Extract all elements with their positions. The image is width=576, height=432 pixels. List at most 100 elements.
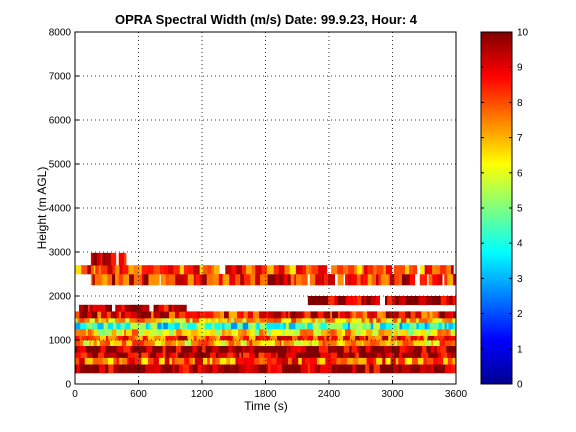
- heatmap-cell: [98, 265, 102, 275]
- heatmap-cell: [369, 364, 372, 374]
- heatmap-cell: [431, 329, 438, 336]
- heatmap-cell: [237, 322, 244, 330]
- heatmap-cell: [93, 364, 100, 374]
- heatmap-cell: [207, 357, 211, 365]
- heatmap-cell: [126, 335, 129, 341]
- heatmap-cell: [242, 345, 246, 353]
- heatmap-cell: [452, 357, 456, 365]
- heatmap-cell: [386, 364, 394, 374]
- heatmap-cell: [432, 296, 435, 306]
- heatmap-cell: [133, 304, 139, 312]
- heatmap-cell: [104, 364, 109, 374]
- heatmap-cell: [248, 322, 253, 330]
- heatmap-cell: [231, 352, 234, 358]
- heatmap-cell: [215, 335, 218, 341]
- heatmap-cell: [87, 265, 92, 275]
- heatmap-cell: [197, 364, 203, 374]
- heatmap-cell: [269, 340, 274, 347]
- heatmap-cell: [116, 322, 122, 330]
- heatmap-cell: [110, 345, 118, 353]
- heatmap-cell: [212, 364, 218, 374]
- heatmap-cell: [277, 352, 284, 358]
- heatmap-cell: [353, 296, 358, 306]
- heatmap-cell: [366, 357, 374, 365]
- heatmap-cell: [335, 364, 338, 374]
- heatmap-cell: [211, 322, 216, 330]
- heatmap-cell: [107, 357, 115, 365]
- heatmap-cell: [100, 252, 104, 266]
- heatmap-cell: [75, 340, 81, 347]
- heatmap-cell: [230, 318, 235, 323]
- heatmap-cell: [306, 364, 309, 374]
- heatmap-cell: [113, 311, 118, 319]
- heatmap-cell: [101, 318, 107, 323]
- heatmap-cell: [235, 357, 239, 365]
- colorbar-tick-label: 6: [517, 168, 523, 179]
- heatmap-cell: [154, 364, 158, 374]
- heatmap-cell: [373, 322, 381, 330]
- heatmap-cell: [375, 274, 380, 286]
- heatmap-cell: [337, 296, 344, 306]
- heatmap-cell: [313, 329, 318, 336]
- heatmap-cell: [317, 311, 325, 319]
- heatmap-cell: [208, 340, 211, 347]
- x-tick-label: 2400: [318, 389, 341, 400]
- heatmap-cell: [314, 364, 321, 374]
- heatmap-cell: [283, 340, 290, 347]
- heatmap-cell: [294, 364, 302, 374]
- heatmap-cell: [355, 364, 359, 374]
- heatmap-cell: [274, 311, 282, 319]
- heatmap-cell: [398, 329, 401, 336]
- heatmap-cell: [390, 340, 393, 347]
- heatmap-cell: [146, 345, 153, 353]
- heatmap-cell: [195, 274, 201, 286]
- heatmap-cell: [320, 322, 328, 330]
- heatmap-cell: [286, 352, 293, 358]
- heatmap-cell: [342, 322, 347, 330]
- heatmap-cell: [432, 274, 438, 286]
- heatmap-cell: [307, 364, 311, 374]
- heatmap-cell: [139, 322, 147, 330]
- heatmap-cell: [122, 335, 128, 341]
- heatmap-cell: [442, 318, 446, 323]
- heatmap-cell: [370, 296, 377, 306]
- heatmap-cell: [118, 364, 126, 374]
- heatmap-cell: [116, 329, 123, 336]
- heatmap-cell: [295, 322, 301, 330]
- heatmap-cell: [222, 329, 226, 336]
- heatmap-cell: [130, 311, 138, 319]
- heatmap-cell: [99, 364, 106, 374]
- heatmap-cell: [100, 345, 107, 353]
- heatmap-cell: [425, 296, 433, 306]
- heatmap-cell: [440, 296, 447, 306]
- heatmap-cell: [255, 318, 261, 323]
- heatmap-cell: [222, 274, 230, 286]
- heatmap-cell: [298, 352, 306, 358]
- heatmap-cell: [336, 357, 342, 365]
- heatmap-cell: [331, 311, 339, 319]
- heatmap-cell: [214, 322, 221, 330]
- heatmap-cell: [295, 311, 303, 319]
- heatmap-cell: [95, 265, 100, 275]
- heatmap-cell: [283, 352, 287, 358]
- colorbar-tick-label: 7: [517, 133, 523, 144]
- heatmap-cell: [331, 357, 338, 365]
- heatmap-cell: [179, 322, 183, 330]
- heatmap-cell: [255, 274, 261, 286]
- heatmap-cell: [395, 357, 399, 365]
- heatmap-cell: [400, 265, 406, 275]
- heatmap-cell: [125, 329, 133, 336]
- heatmap-cell: [160, 364, 168, 374]
- heatmap-cell: [75, 352, 82, 358]
- heatmap-cell: [92, 304, 97, 312]
- heatmap-cell: [168, 265, 174, 275]
- heatmap-cell: [367, 274, 373, 286]
- heatmap-cell: [133, 265, 140, 275]
- heatmap-cell: [346, 357, 354, 365]
- heatmap-cell: [247, 357, 255, 365]
- heatmap-cell: [328, 274, 335, 286]
- heatmap-cell: [215, 352, 219, 358]
- heatmap-cell: [227, 352, 232, 358]
- heatmap-cell: [230, 357, 233, 365]
- heatmap-cell: [283, 274, 289, 286]
